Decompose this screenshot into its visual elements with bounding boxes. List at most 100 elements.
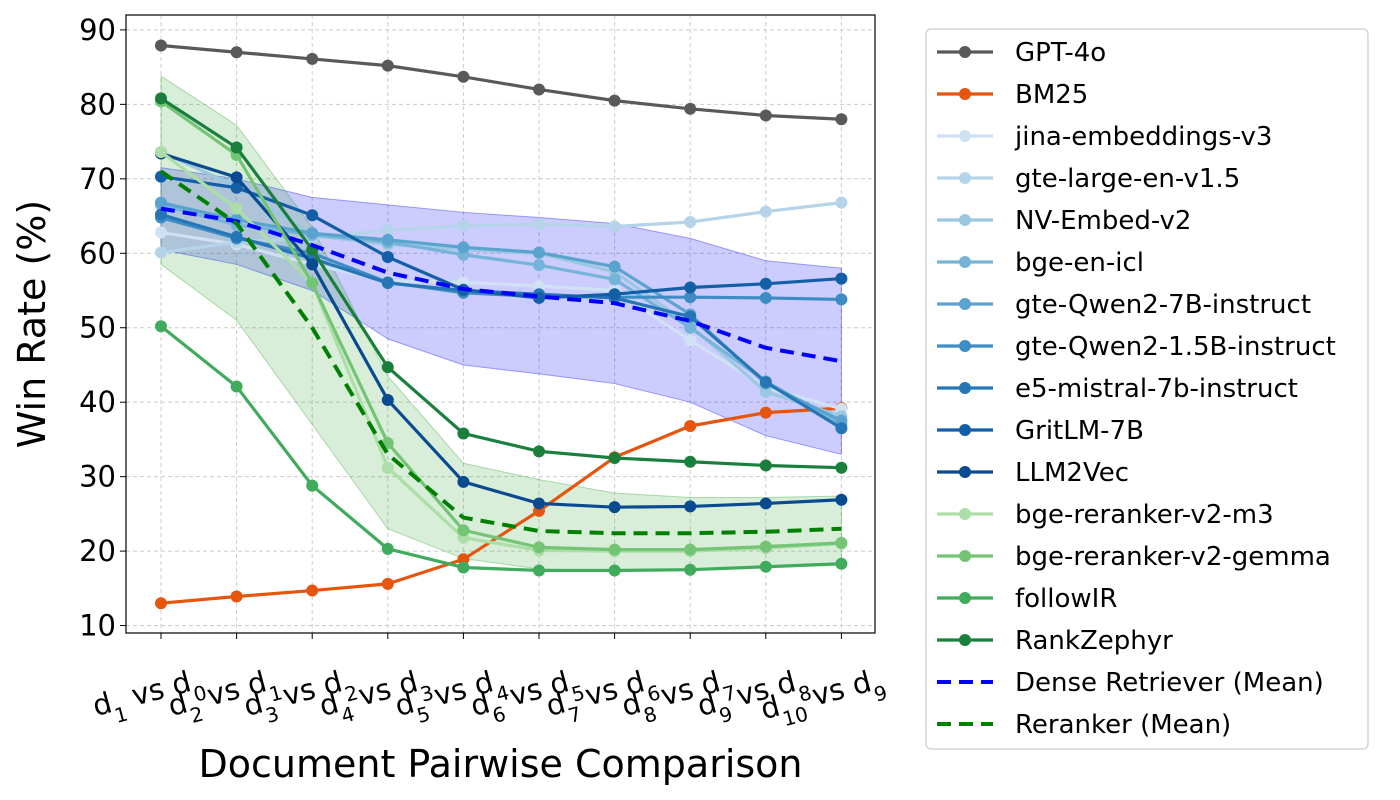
data-point: [306, 479, 319, 492]
data-point: [457, 70, 470, 83]
legend-marker: [959, 298, 971, 310]
legend-marker: [959, 214, 971, 226]
legend-item: e5-mistral-7b-instruct: [937, 374, 1298, 404]
legend-label: jina-embeddings-v3: [1014, 122, 1272, 152]
data-point: [533, 218, 545, 231]
data-point: [835, 536, 848, 549]
legend-item: gte-Qwen2-7B-instruct: [937, 290, 1311, 320]
legend-marker: [959, 592, 971, 604]
data-point: [306, 52, 319, 65]
data-point: [684, 563, 697, 576]
series-line: [160, 230, 842, 411]
legend-item: bge-en-icl: [937, 248, 1144, 278]
legend-item: gte-Qwen2-1.5B-instruct: [937, 332, 1336, 362]
data-point: [533, 259, 545, 272]
data-point: [381, 361, 394, 374]
y-tick-label: 30: [79, 460, 116, 494]
series-dense-retriever-mean: [160, 206, 842, 364]
legend-label: GPT-4o: [1015, 38, 1106, 68]
data-point: [684, 321, 697, 334]
data-point: [155, 208, 167, 221]
data-point: [381, 59, 394, 72]
y-tick-label: 10: [79, 609, 116, 643]
data-point: [381, 233, 394, 246]
legend-marker: [959, 550, 971, 562]
series-gritlm-7b: [155, 170, 848, 304]
data-point: [306, 277, 319, 290]
legend-label: RankZephyr: [1015, 626, 1173, 656]
series-line: [160, 97, 842, 470]
data-point: [608, 564, 621, 577]
series-rankzephyr: [155, 92, 848, 474]
data-point: [155, 597, 167, 610]
data-point: [155, 39, 167, 52]
data-point: [759, 560, 772, 573]
data-point: [759, 406, 772, 419]
legend-label: e5-mistral-7b-instruct: [1015, 374, 1298, 404]
data-point: [155, 92, 167, 105]
legend-item: GPT-4o: [937, 38, 1106, 68]
legend-marker: [959, 130, 971, 142]
y-tick-label: 60: [79, 236, 116, 270]
legend-marker: [959, 340, 971, 352]
y-tick-label: 50: [79, 311, 116, 345]
data-point: [835, 461, 848, 474]
legend-marker: [959, 634, 971, 646]
series-group: [155, 39, 848, 610]
series-line: [159, 169, 842, 536]
legend-marker: [959, 172, 971, 184]
series-line: [160, 174, 842, 300]
legend-marker: [959, 46, 971, 58]
legend-marker: [959, 424, 971, 436]
legend-box: [925, 28, 1369, 750]
data-point: [684, 281, 697, 294]
data-point: [306, 227, 319, 240]
std-bands: [160, 75, 842, 571]
data-point: [533, 497, 545, 510]
series-line: [160, 324, 842, 573]
legend-label: gte-Qwen2-7B-instruct: [1015, 290, 1311, 320]
series-line: [160, 203, 843, 426]
data-point: [684, 215, 697, 228]
series-bge-reranker-v2-gemma: [155, 95, 848, 556]
legend-marker: [959, 256, 971, 268]
series-line: [160, 206, 842, 364]
data-point: [684, 102, 697, 115]
y-axis-label: Win Rate (%): [10, 200, 54, 448]
legend-label: bge-reranker-v2-m3: [1015, 500, 1274, 530]
y-tick-label: 90: [79, 13, 116, 47]
data-point: [457, 219, 470, 232]
data-point: [230, 181, 243, 194]
data-point: [533, 541, 545, 554]
data-point: [759, 205, 772, 218]
series-line: [160, 100, 842, 552]
legend-label: followIR: [1015, 584, 1117, 614]
data-point: [381, 577, 394, 590]
data-point: [457, 475, 470, 488]
data-point: [533, 564, 545, 577]
data-point: [533, 83, 545, 96]
data-point: [835, 272, 848, 285]
data-point: [457, 241, 470, 254]
data-point: [684, 420, 697, 433]
data-point: [381, 250, 394, 263]
data-point: [608, 220, 621, 233]
series-line: [160, 43, 842, 121]
data-point: [155, 226, 167, 239]
data-point: [381, 393, 394, 406]
legend-item: RankZephyr: [937, 626, 1173, 656]
data-point: [608, 273, 621, 286]
data-point: [381, 542, 394, 555]
legend-label: LLM2Vec: [1015, 458, 1129, 488]
legend-label: bge-en-icl: [1015, 248, 1144, 278]
legend-label: Dense Retriever (Mean): [1015, 668, 1324, 698]
data-point: [230, 141, 243, 154]
series-reranker-mean: [159, 169, 842, 536]
legend-item: Reranker (Mean): [937, 710, 1231, 740]
data-point: [457, 427, 470, 440]
series-followir: [155, 320, 848, 577]
data-point: [835, 557, 848, 570]
data-point: [533, 445, 545, 458]
